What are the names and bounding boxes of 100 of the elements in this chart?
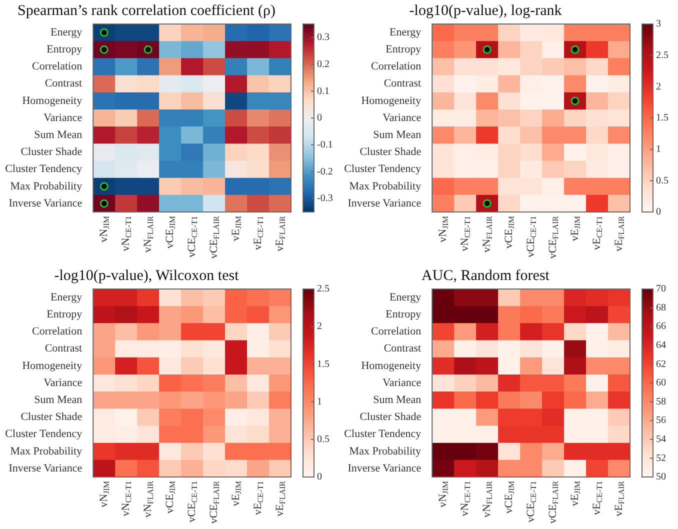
x-tick-label: vNJIM xyxy=(437,481,450,508)
color-bar-label: 2.5 xyxy=(317,284,330,295)
color-bar-label: 0 xyxy=(656,206,661,218)
color-bar-label: 0.3 xyxy=(317,32,330,44)
y-tick-label: Energy xyxy=(50,26,83,38)
x-tick-label: vNFLAIR xyxy=(142,215,156,253)
x-tick-label: vNFLAIR xyxy=(142,480,156,518)
y-tick-label: Inverse Variance xyxy=(348,197,422,210)
y-tick-label: Contrast xyxy=(44,78,82,90)
x-tick-label: vNCE-T1 xyxy=(458,216,472,252)
x-tick-label: vCEFLAIR xyxy=(208,480,222,524)
y-tick-label: Cluster Tendency xyxy=(5,163,83,176)
y-tick-label: Contrast xyxy=(384,342,422,355)
x-tick-label: vCEFLAIR xyxy=(546,480,560,524)
y-tick-label: Homogeneity xyxy=(361,360,422,372)
x-tick-label: vCECE-T1 xyxy=(186,216,200,258)
y-tick-label: Entropy xyxy=(46,44,83,56)
chart-title: -log10(p-value), log-rank xyxy=(409,2,562,19)
color-bar-label: 1.5 xyxy=(317,358,330,370)
y-tick-label: Homogeneity xyxy=(361,94,422,107)
x-tick-label: vEJIM xyxy=(568,216,582,242)
y-tick-label: Variance xyxy=(382,376,422,389)
y-tick-label: Sum Mean xyxy=(373,128,422,141)
x-tick-label: vEFLAIR xyxy=(612,480,626,516)
y-tick-label: Max Probability xyxy=(349,445,422,458)
color-bar-label: 62 xyxy=(656,358,666,370)
y-tick-label: Variance xyxy=(44,112,82,124)
x-tick-label: vEFLAIR xyxy=(274,215,288,252)
color-bar-label: 64 xyxy=(656,340,666,352)
color-bar-label: 52 xyxy=(656,452,666,464)
x-tick-label: vECE-T1 xyxy=(252,480,266,515)
y-tick-label: Energy xyxy=(390,291,422,304)
y-tick-label: Homogeneity xyxy=(22,360,83,372)
color-bar-label: 0.1 xyxy=(317,86,330,97)
y-tick-label: Entropy xyxy=(386,44,422,56)
color-bar-label: 0 xyxy=(317,112,322,124)
y-tick-label: Correlation xyxy=(32,60,83,73)
color-bar-label: 0.5 xyxy=(656,175,668,186)
color-bar-label: -0.1 xyxy=(317,139,333,150)
x-tick-label: vECE-T1 xyxy=(252,216,266,250)
x-tick-label: vCECE-T1 xyxy=(524,480,538,522)
y-tick-label: Correlation xyxy=(371,326,422,338)
color-bar-label: 2.5 xyxy=(656,50,668,61)
color-bar-label: 54 xyxy=(656,434,666,446)
y-tick-label: Cluster Shade xyxy=(360,411,422,424)
color-bar-label: 2 xyxy=(656,81,661,92)
x-tick-label: vCECE-T1 xyxy=(186,480,200,522)
color-bar-label: 0.2 xyxy=(317,58,330,70)
color-bar-label: 58 xyxy=(656,396,666,408)
color-bar-label: 60 xyxy=(656,378,666,389)
y-tick-label: Inverse Variance xyxy=(348,462,422,474)
y-tick-label: Correlation xyxy=(32,326,83,338)
y-tick-label: Entropy xyxy=(46,308,83,321)
color-bar-label: 56 xyxy=(656,415,666,426)
color-bar-label: 1.5 xyxy=(656,112,668,124)
color-bar-label: 70 xyxy=(656,284,666,295)
x-tick-label: vCECE-T1 xyxy=(524,216,538,258)
y-tick-label: Homogeneity xyxy=(22,94,83,107)
x-tick-label: vNJIM xyxy=(98,216,112,242)
color-bar-label: 1 xyxy=(656,144,661,155)
y-tick-label: Max Probability xyxy=(349,180,422,192)
y-tick-label: Max Probability xyxy=(10,180,83,192)
chart-title: AUC, Random forest xyxy=(422,268,550,284)
x-tick-label: vNCE-T1 xyxy=(458,480,472,516)
y-tick-label: Inverse Variance xyxy=(8,462,82,474)
y-tick-label: Cluster Tendency xyxy=(344,163,422,176)
y-tick-label: Inverse Variance xyxy=(8,197,82,210)
x-tick-label: vCEJIM xyxy=(502,481,516,514)
y-tick-label: Sum Mean xyxy=(34,394,83,406)
y-tick-label: Energy xyxy=(390,26,422,38)
x-tick-label: vCEJIM xyxy=(164,216,178,248)
x-tick-label: vECE-T1 xyxy=(590,216,604,250)
x-tick-label: vCEFLAIR xyxy=(546,215,560,259)
chart-title: -log10(p-value), Wilcoxon test xyxy=(54,268,240,284)
color-bar-label: -0.2 xyxy=(317,166,333,178)
x-tick-label: vNFLAIR xyxy=(480,480,494,518)
y-tick-label: Cluster Tendency xyxy=(5,428,83,440)
x-tick-label: vNJIM xyxy=(437,216,450,242)
y-tick-label: Energy xyxy=(50,291,83,304)
y-tick-label: Cluster Shade xyxy=(20,411,82,424)
color-bar-label: 3 xyxy=(656,18,661,30)
y-tick-label: Sum Mean xyxy=(373,394,422,406)
y-tick-label: Sum Mean xyxy=(34,128,83,141)
y-tick-label: Entropy xyxy=(386,308,422,321)
color-bar-label: 2 xyxy=(317,321,322,332)
y-tick-label: Cluster Tendency xyxy=(344,428,422,440)
x-tick-label: vEJIM xyxy=(568,481,582,506)
x-tick-label: vNCE-T1 xyxy=(120,480,134,516)
x-tick-label: vCEJIM xyxy=(164,481,178,514)
x-tick-label: vECE-T1 xyxy=(590,480,604,515)
y-tick-label: Correlation xyxy=(371,60,422,73)
x-tick-label: vEFLAIR xyxy=(612,215,626,252)
x-tick-label: vEJIM xyxy=(230,216,244,242)
color-bar-label: 50 xyxy=(656,472,666,483)
x-tick-label: vNCE-T1 xyxy=(120,216,134,252)
y-tick-label: Cluster Shade xyxy=(360,146,422,158)
x-tick-label: vNJIM xyxy=(98,481,112,508)
x-tick-label: vNFLAIR xyxy=(480,215,494,253)
color-bar-label: 66 xyxy=(656,321,666,332)
x-tick-label: vEJIM xyxy=(230,481,244,506)
